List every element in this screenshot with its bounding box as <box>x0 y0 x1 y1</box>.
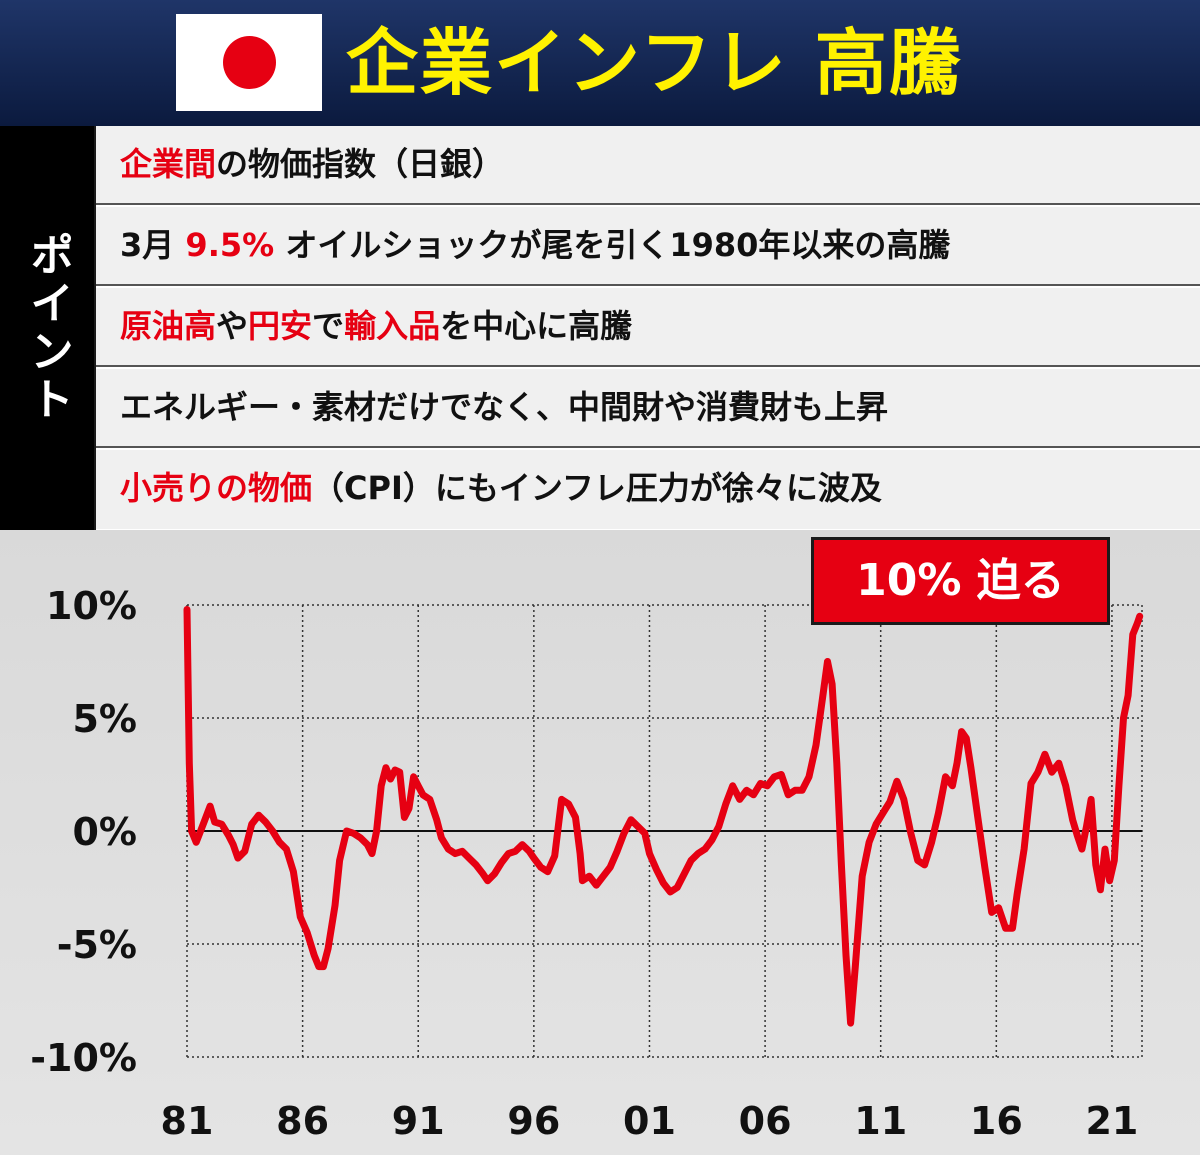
page-title: 企業インフレ 高騰 <box>346 21 963 105</box>
x-tick-label: 16 <box>970 1099 1023 1143</box>
x-tick-label: 11 <box>854 1099 907 1143</box>
point-text-segment: 円安 <box>248 307 313 345</box>
x-tick-label: 86 <box>276 1099 329 1143</box>
point-text-segment: 3月 <box>120 226 186 264</box>
japan-flag-icon <box>176 14 322 111</box>
key-points-panel: ポイント 企業間の物価指数（日銀） 3月 9.5% オイルショックが尾を引く19… <box>0 126 1200 530</box>
callout-badge: 10% 迫る <box>811 537 1110 625</box>
point-row-3: 原油高や円安で輸入品を中心に高騰 <box>96 288 1200 367</box>
point-row-4: エネルギー・素材だけでなく、中間財や消費財も上昇 <box>96 369 1200 448</box>
points-side-label: ポイント <box>22 232 73 424</box>
x-tick-label: 91 <box>392 1099 445 1143</box>
x-tick-label: 01 <box>623 1099 676 1143</box>
tick-labels: 10% 5% 0% -5% -10% 81 86 91 96 01 06 11 16 21 <box>30 584 1138 1143</box>
line-chart: 10% 5% 0% -5% -10% 81 86 91 96 01 06 11 16 21 <box>30 584 1144 1143</box>
point-text-segment: 原油高 <box>120 307 217 345</box>
point-text-segment: で <box>312 307 345 345</box>
point-text-segment: （CPI）にもインフレ圧力が徐々に波及 <box>312 469 882 507</box>
title-banner: 企業インフレ 高騰 <box>0 0 1200 126</box>
point-row-1: 企業間の物価指数（日銀） <box>96 126 1200 205</box>
x-tick-label: 81 <box>161 1099 214 1143</box>
point-text-segment: 輸入品 <box>344 307 441 345</box>
series-line <box>183 606 1144 1027</box>
point-text-segment: 小売りの物価 <box>120 469 313 507</box>
point-text-segment: 企業間 <box>120 145 217 183</box>
point-text-segment: の物価指数（日銀） <box>216 145 505 183</box>
point-text-segment: や <box>216 307 249 345</box>
points-side-bar: ポイント <box>0 126 96 530</box>
x-tick-label: 96 <box>507 1099 560 1143</box>
point-row-5: 小売りの物価（CPI）にもインフレ圧力が徐々に波及 <box>96 450 1200 529</box>
y-tick-label: 0% <box>72 810 137 854</box>
y-tick-label: -5% <box>57 923 137 967</box>
x-tick-label: 06 <box>739 1099 792 1143</box>
y-tick-label: 5% <box>72 697 137 741</box>
point-text-segment: 9.5% <box>185 226 275 264</box>
series <box>183 606 1144 1027</box>
point-text-segment: エネルギー・素材だけでなく、中間財や消費財も上昇 <box>120 388 889 426</box>
point-row-2: 3月 9.5% オイルショックが尾を引く1980年以来の高騰 <box>96 207 1200 286</box>
flag-sun-disc <box>223 36 276 89</box>
y-tick-label: 10% <box>46 584 137 628</box>
chart-area: 10% 5% 0% -5% -10% 81 86 91 96 01 06 11 16 21 <box>0 530 1200 1155</box>
y-tick-label: -10% <box>30 1036 137 1080</box>
point-text-segment: オイルショックが尾を引く1980年以来の高騰 <box>274 226 951 264</box>
x-tick-label: 21 <box>1085 1099 1138 1143</box>
point-text-segment: を中心に高騰 <box>440 307 633 345</box>
